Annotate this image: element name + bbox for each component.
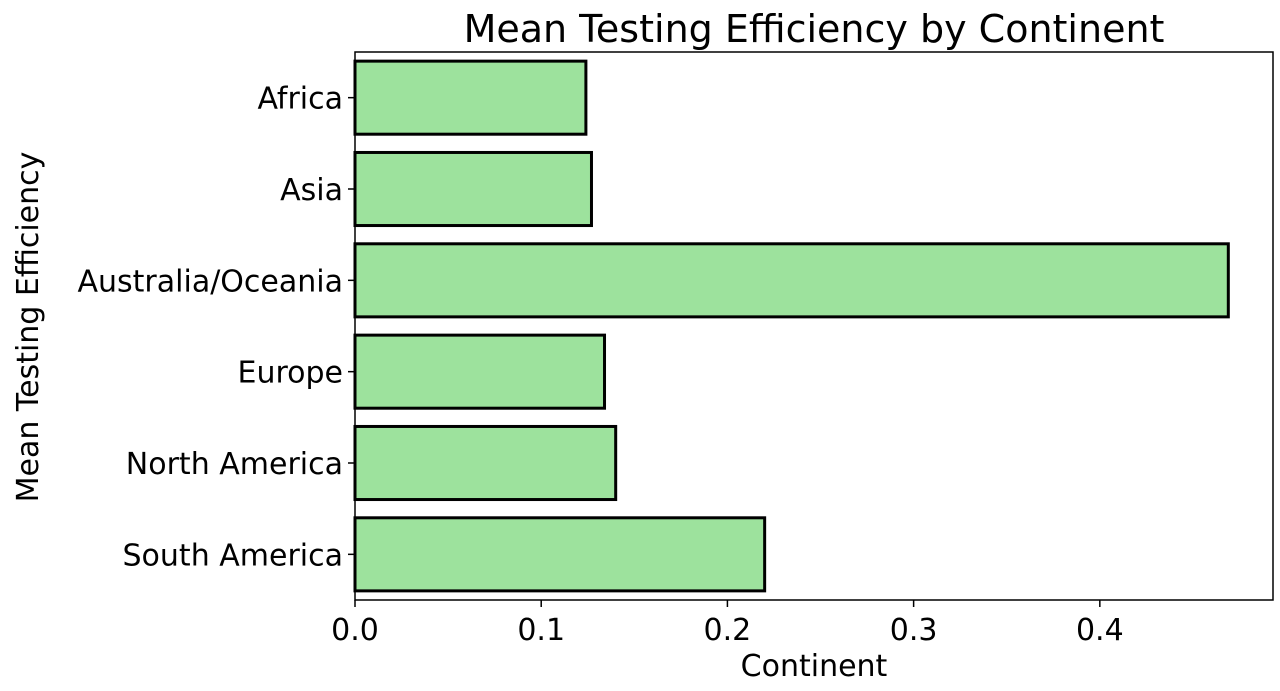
bar-south-america	[353, 516, 767, 593]
chart-title: Mean Testing Efficiency by Continent	[464, 7, 1165, 51]
x-tick-label: 0.2	[704, 613, 752, 648]
y-tick-label: Europe	[238, 356, 344, 391]
y-tick-label: Africa	[257, 82, 343, 117]
y-tick-label: South America	[123, 538, 343, 573]
x-tick-label: 0.4	[1076, 613, 1124, 648]
bar-europe	[353, 333, 607, 410]
y-tick-label: North America	[126, 447, 343, 482]
bars-group	[353, 59, 1230, 593]
y-tick-label: Asia	[280, 173, 343, 208]
x-tick-label: 0.1	[517, 613, 565, 648]
bar-africa	[353, 59, 588, 136]
bar-australia-oceania	[353, 242, 1230, 319]
x-axis-ticks: 0.0 0.1 0.2 0.3 0.4	[331, 600, 1124, 648]
y-tick-label: Australia/Oceania	[78, 264, 344, 299]
x-axis-label: Continent	[741, 649, 888, 684]
y-axis-label: Mean Testing Efficiency	[11, 152, 46, 503]
bar-north-america	[353, 424, 618, 502]
x-tick-label: 0.0	[331, 613, 379, 648]
bar-asia	[353, 150, 593, 228]
plot-frame	[354, 51, 1274, 601]
y-axis-ticks: Africa Asia Australia/Oceania Europe North A…	[78, 82, 355, 573]
x-tick-label: 0.3	[890, 613, 938, 648]
